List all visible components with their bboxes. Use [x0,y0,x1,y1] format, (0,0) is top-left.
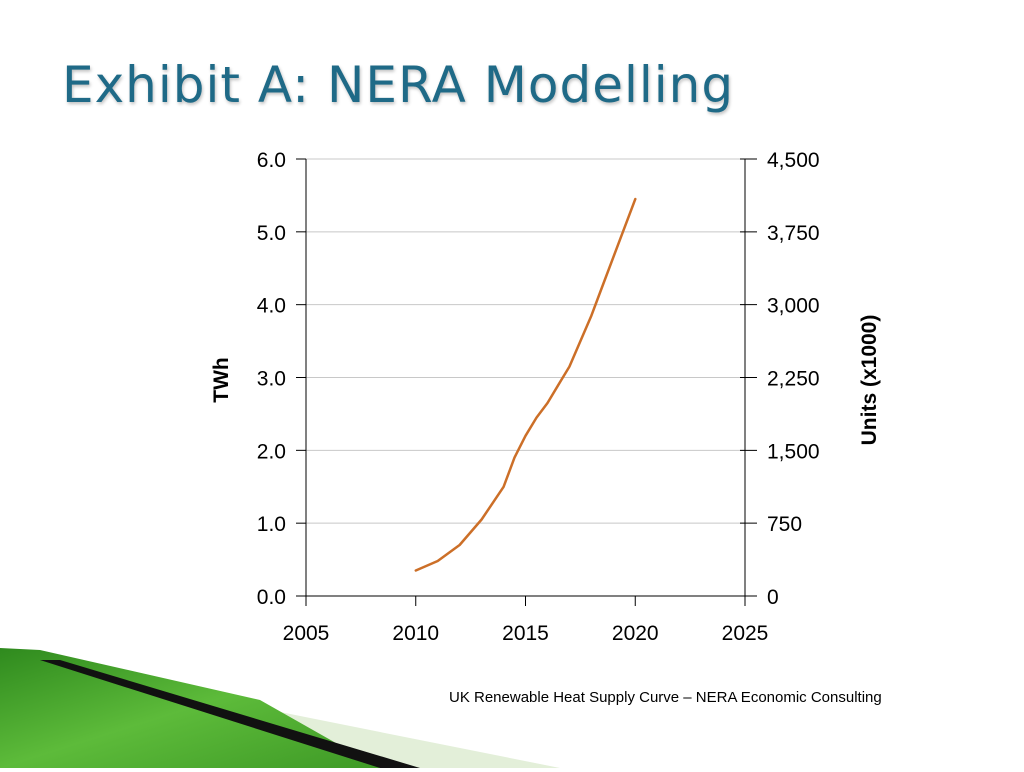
series-layer [414,197,637,572]
y2-tick-label: 2,250 [767,368,820,391]
y2-tick-label: 0 [767,586,779,609]
y2-tick-label: 1,500 [767,440,820,463]
x-tick-label: 2025 [722,622,769,645]
y2-axis-label: Units (x1000) [858,315,881,446]
y-tick-label: 5.0 [257,222,286,245]
series-line-0 [414,197,637,572]
y2-tick-label: 4,500 [767,149,820,172]
y-tick-label: 6.0 [257,149,286,172]
x-tick-label: 2010 [392,622,439,645]
chart-caption: UK Renewable Heat Supply Curve – NERA Ec… [449,689,882,706]
x-tick-label: 2020 [612,622,659,645]
x-tick-label: 2005 [283,622,330,645]
slide-title: Exhibit A: NERA Modelling [62,56,735,114]
y2-tick-label: 3,000 [767,295,820,318]
y2-tick-label: 750 [767,513,802,536]
y-tick-label: 3.0 [257,368,286,391]
y-tick-label: 2.0 [257,440,286,463]
x-tick-label: 2015 [502,622,549,645]
y-tick-label: 1.0 [257,513,286,536]
y-tick-label: 0.0 [257,586,286,609]
y2-tick-label: 3,750 [767,222,820,245]
tick-labels: 0.0 0 1.0 750 2.0 1,500 3.0 2,250 4.0 3,000 5.0 3,7… [257,149,820,645]
y-axis-label: TWh [210,357,233,402]
y-tick-label: 4.0 [257,295,286,318]
axes [296,158,757,606]
grid-lines [306,158,745,524]
